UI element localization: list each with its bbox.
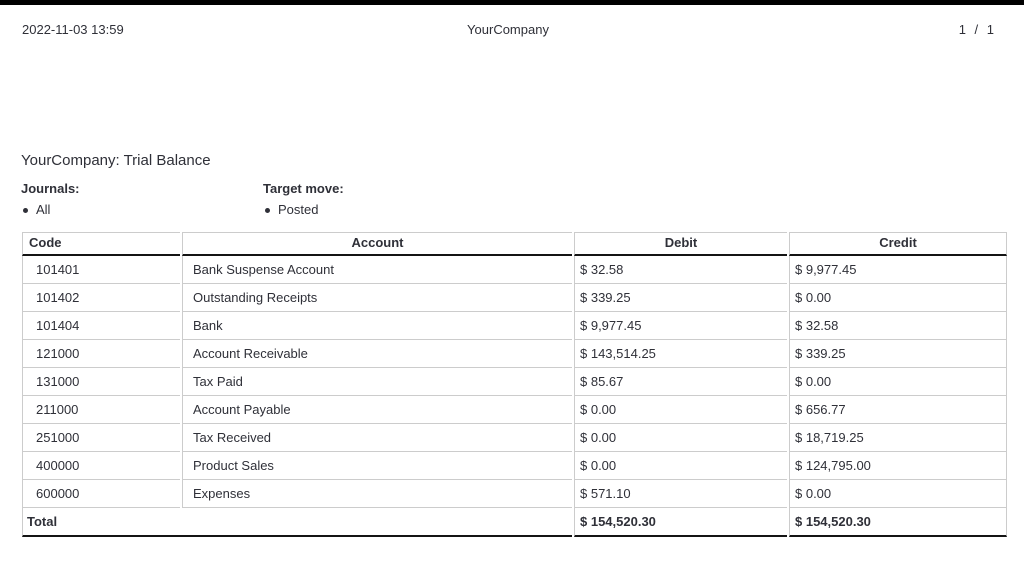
code-cell: 211000 bbox=[22, 396, 180, 424]
code-cell: 600000 bbox=[22, 480, 180, 508]
table-header-row: Code Account Debit Credit bbox=[22, 232, 1007, 256]
code-cell: 400000 bbox=[22, 452, 180, 480]
report-page-header: 2022-11-03 13:59 YourCompany 1 / 1 bbox=[22, 22, 994, 38]
filter-journals: Journals: All bbox=[21, 181, 263, 218]
code-cell: 121000 bbox=[22, 340, 180, 368]
debit-cell: $ 0.00 bbox=[574, 424, 787, 452]
report-title: YourCompany: Trial Balance bbox=[21, 152, 211, 169]
credit-cell: $ 0.00 bbox=[789, 368, 1007, 396]
account-cell: Product Sales bbox=[182, 452, 572, 480]
account-cell: Bank bbox=[182, 312, 572, 340]
code-cell: 251000 bbox=[22, 424, 180, 452]
filter-journals-value-row: All bbox=[21, 202, 263, 218]
total-label-cell: Total bbox=[22, 508, 572, 537]
account-cell: Expenses bbox=[182, 480, 572, 508]
account-cell: Tax Paid bbox=[182, 368, 572, 396]
code-cell: 131000 bbox=[22, 368, 180, 396]
table-row: 101401 Bank Suspense Account $ 32.58 $ 9… bbox=[22, 256, 1007, 284]
account-cell: Account Payable bbox=[182, 396, 572, 424]
table-row: 131000 Tax Paid $ 85.67 $ 0.00 bbox=[22, 368, 1007, 396]
debit-cell: $ 0.00 bbox=[574, 396, 787, 424]
code-cell: 101402 bbox=[22, 284, 180, 312]
page-number: 1 / 1 bbox=[958, 22, 994, 37]
total-debit-cell: $ 154,520.30 bbox=[574, 508, 787, 537]
account-cell: Tax Received bbox=[182, 424, 572, 452]
total-credit-cell: $ 154,520.30 bbox=[789, 508, 1007, 537]
credit-cell: $ 656.77 bbox=[789, 396, 1007, 424]
bullet-icon bbox=[265, 208, 270, 213]
report-body: YourCompany: Trial Balance Journals: All… bbox=[0, 152, 1024, 537]
debit-cell: $ 0.00 bbox=[574, 452, 787, 480]
debit-cell: $ 32.58 bbox=[574, 256, 787, 284]
credit-cell: $ 339.25 bbox=[789, 340, 1007, 368]
trial-balance-table: Code Account Debit Credit 101401 Bank Su… bbox=[20, 232, 1009, 537]
filter-target-move: Target move: Posted bbox=[263, 181, 505, 218]
print-datetime: 2022-11-03 13:59 bbox=[22, 22, 124, 37]
credit-cell: $ 124,795.00 bbox=[789, 452, 1007, 480]
column-header-credit: Credit bbox=[789, 232, 1007, 256]
debit-cell: $ 571.10 bbox=[574, 480, 787, 508]
table-row: 251000 Tax Received $ 0.00 $ 18,719.25 bbox=[22, 424, 1007, 452]
filter-target-move-label: Target move: bbox=[263, 181, 344, 196]
filter-journals-label: Journals: bbox=[21, 181, 80, 196]
code-cell: 101404 bbox=[22, 312, 180, 340]
table-row: 121000 Account Receivable $ 143,514.25 $… bbox=[22, 340, 1007, 368]
credit-cell: $ 32.58 bbox=[789, 312, 1007, 340]
total-row: Total $ 154,520.30 $ 154,520.30 bbox=[22, 508, 1007, 537]
company-name: YourCompany bbox=[467, 22, 549, 37]
table-row: 400000 Product Sales $ 0.00 $ 124,795.00 bbox=[22, 452, 1007, 480]
filter-journals-value: All bbox=[36, 202, 51, 217]
debit-cell: $ 9,977.45 bbox=[574, 312, 787, 340]
table-row: 101404 Bank $ 9,977.45 $ 32.58 bbox=[22, 312, 1007, 340]
report-filters: Journals: All Target move: Posted bbox=[21, 181, 1024, 218]
table-row: 600000 Expenses $ 571.10 $ 0.00 bbox=[22, 480, 1007, 508]
table-row: 101402 Outstanding Receipts $ 339.25 $ 0… bbox=[22, 284, 1007, 312]
debit-cell: $ 143,514.25 bbox=[574, 340, 787, 368]
table-row: 211000 Account Payable $ 0.00 $ 656.77 bbox=[22, 396, 1007, 424]
code-cell: 101401 bbox=[22, 256, 180, 284]
credit-cell: $ 0.00 bbox=[789, 480, 1007, 508]
account-cell: Bank Suspense Account bbox=[182, 256, 572, 284]
trial-balance-table-container: Code Account Debit Credit 101401 Bank Su… bbox=[20, 232, 1007, 537]
filter-target-move-value-row: Posted bbox=[263, 202, 505, 218]
debit-cell: $ 339.25 bbox=[574, 284, 787, 312]
window-top-edge bbox=[0, 0, 1024, 5]
debit-cell: $ 85.67 bbox=[574, 368, 787, 396]
account-cell: Outstanding Receipts bbox=[182, 284, 572, 312]
filter-target-move-value: Posted bbox=[278, 202, 319, 217]
credit-cell: $ 0.00 bbox=[789, 284, 1007, 312]
column-header-code: Code bbox=[22, 232, 180, 256]
account-cell: Account Receivable bbox=[182, 340, 572, 368]
credit-cell: $ 18,719.25 bbox=[789, 424, 1007, 452]
bullet-icon bbox=[23, 208, 28, 213]
credit-cell: $ 9,977.45 bbox=[789, 256, 1007, 284]
column-header-debit: Debit bbox=[574, 232, 787, 256]
column-header-account: Account bbox=[182, 232, 572, 256]
